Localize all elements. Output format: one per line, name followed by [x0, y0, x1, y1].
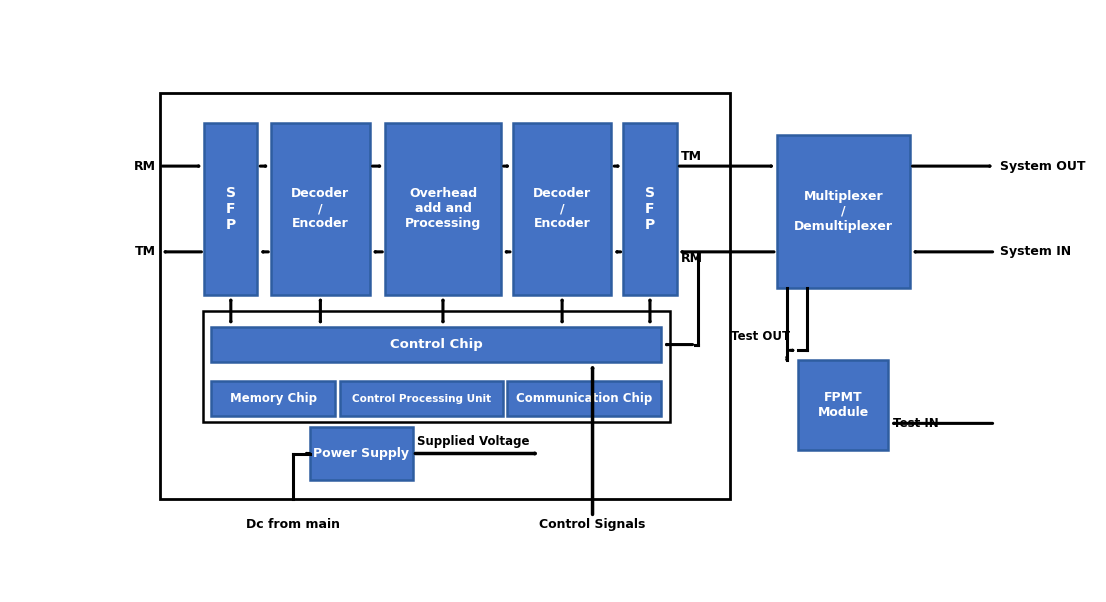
FancyBboxPatch shape: [513, 123, 612, 295]
FancyBboxPatch shape: [340, 382, 502, 416]
Text: Multiplexer
/
Demultiplexer: Multiplexer / Demultiplexer: [794, 190, 893, 233]
FancyBboxPatch shape: [507, 382, 661, 416]
Text: Decoder
/
Encoder: Decoder / Encoder: [533, 187, 592, 231]
Text: TM: TM: [135, 246, 155, 258]
Text: Test OUT: Test OUT: [731, 330, 790, 343]
Text: System IN: System IN: [1000, 246, 1071, 258]
Text: FPMT
Module: FPMT Module: [817, 391, 869, 419]
Text: Dc from main: Dc from main: [246, 518, 340, 531]
FancyBboxPatch shape: [202, 311, 669, 422]
Text: Communication Chip: Communication Chip: [515, 393, 653, 405]
Text: TM: TM: [681, 150, 702, 163]
Text: Control Processing Unit: Control Processing Unit: [352, 394, 491, 404]
Text: Memory Chip: Memory Chip: [230, 393, 316, 405]
Text: S
F
P: S F P: [645, 186, 655, 232]
FancyBboxPatch shape: [211, 327, 661, 362]
Text: Supplied Voltage: Supplied Voltage: [417, 435, 530, 448]
FancyBboxPatch shape: [310, 427, 413, 480]
Text: Overhead
add and
Processing: Overhead add and Processing: [405, 187, 481, 231]
Text: S
F
P: S F P: [226, 186, 236, 232]
Text: RM: RM: [134, 160, 155, 173]
FancyBboxPatch shape: [271, 123, 369, 295]
Text: Decoder
/
Encoder: Decoder / Encoder: [291, 187, 349, 231]
Text: Test IN: Test IN: [893, 417, 938, 430]
Text: RM: RM: [681, 252, 702, 265]
FancyBboxPatch shape: [159, 93, 730, 498]
Text: Control Chip: Control Chip: [389, 338, 482, 351]
FancyBboxPatch shape: [799, 359, 888, 450]
FancyBboxPatch shape: [211, 382, 335, 416]
FancyBboxPatch shape: [205, 123, 258, 295]
Text: Power Supply: Power Supply: [313, 447, 409, 460]
Text: Control Signals: Control Signals: [540, 518, 646, 531]
Text: System OUT: System OUT: [1000, 160, 1085, 173]
FancyBboxPatch shape: [624, 123, 677, 295]
FancyBboxPatch shape: [776, 135, 909, 288]
FancyBboxPatch shape: [385, 123, 501, 295]
